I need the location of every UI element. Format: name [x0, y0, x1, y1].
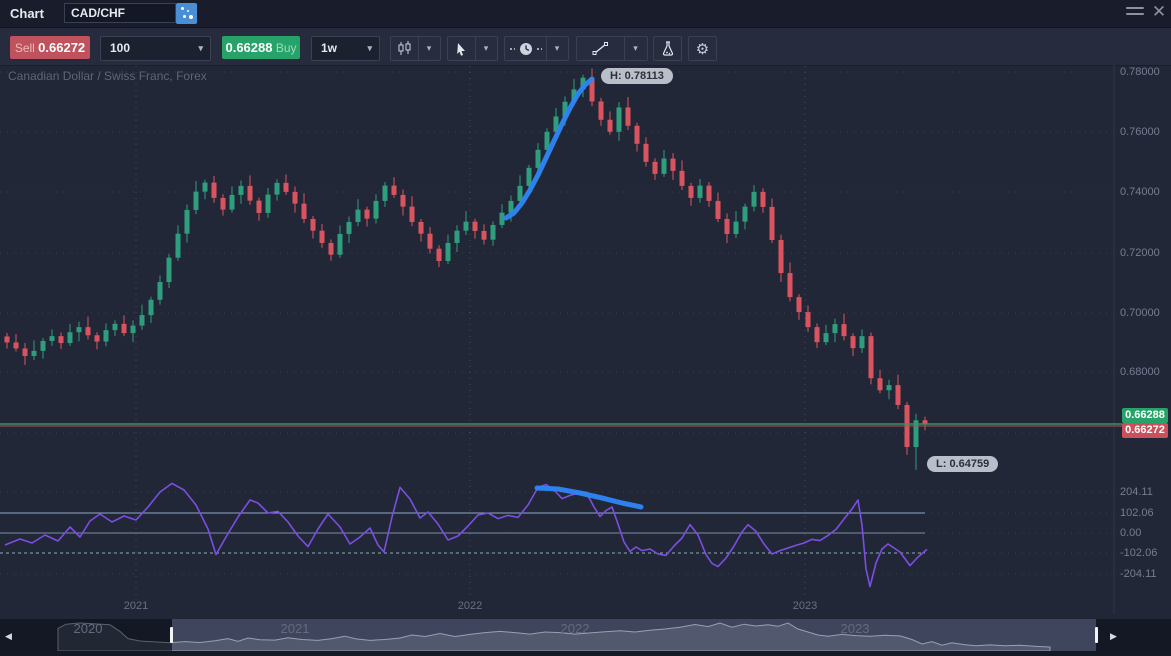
indicator-flask-icon	[654, 37, 681, 60]
ask-price-badge: 0.66288	[1122, 408, 1168, 423]
toolbar: Sell 0.66272 100 ▾ 0.66288 Buy 1w ▾	[0, 28, 1171, 66]
bottom-strip	[0, 651, 1171, 656]
symbol-description: Canadian Dollar / Swiss Franc, Forex	[8, 69, 207, 83]
drawing-caret[interactable]: ▾	[625, 37, 646, 60]
price-tick-label: 0.70000	[1120, 307, 1160, 319]
chevron-down-icon: ▾	[633, 43, 638, 53]
chevron-down-icon: ▾	[426, 43, 432, 53]
quantity-value: 100	[110, 41, 131, 55]
indicator-tick-label: -102.06	[1120, 547, 1158, 559]
sell-label: Sell	[14, 41, 35, 55]
window-title: Chart	[10, 6, 44, 21]
cursor-tool-group: ▾	[447, 36, 498, 61]
title-bar: Chart ✕	[0, 0, 1171, 28]
sell-price: 0.66272	[38, 40, 86, 55]
indicator-tick-label: 204.11	[1120, 486, 1153, 498]
navigator-right-handle[interactable]	[1095, 627, 1098, 643]
time-axis-year-label: 2021	[123, 600, 149, 612]
chart-type-candles-icon[interactable]	[391, 37, 418, 60]
navigator-year-label: 2023	[840, 621, 870, 636]
timeframe-value: 1w	[321, 41, 338, 55]
chevron-down-icon: ▾	[198, 43, 203, 53]
navigator-year-label: 2022	[560, 621, 590, 636]
cursor-caret[interactable]: ▾	[476, 37, 496, 60]
low-price-badge: L: 0.64759	[927, 456, 999, 472]
bid-price-badge: 0.66272	[1122, 423, 1168, 438]
navigator-year-label: 2020	[73, 621, 103, 636]
navigator-year-label: 2021	[280, 621, 310, 636]
quantity-dropdown[interactable]: 100 ▾	[100, 36, 211, 61]
buy-price: 0.66288	[225, 40, 273, 55]
settings-button[interactable]: ⚙	[688, 36, 717, 61]
indicator-tick-label: 0.00	[1120, 527, 1142, 539]
price-tick-label: 0.76000	[1120, 126, 1160, 138]
session-clock-icon[interactable]	[505, 37, 546, 60]
hamburger-icon[interactable]	[1126, 6, 1144, 20]
close-icon[interactable]: ✕	[1151, 2, 1167, 21]
navigator-right-arrow[interactable]: ▶	[1110, 631, 1117, 641]
price-tick-label: 0.74000	[1120, 186, 1160, 198]
price-tick-label: 0.78000	[1120, 66, 1160, 78]
buy-label: Buy	[275, 41, 297, 55]
chevron-down-icon: ▾	[483, 43, 489, 53]
indicator-tick-label: 102.06	[1120, 507, 1154, 519]
price-tick-label: 0.68000	[1120, 366, 1160, 378]
cursor-icon[interactable]	[448, 37, 475, 60]
session-caret[interactable]: ▾	[547, 37, 567, 60]
price-tick-label: 0.72000	[1120, 247, 1160, 259]
settings-gear-icon: ⚙	[695, 40, 710, 58]
compare-symbols-icon[interactable]	[176, 3, 197, 24]
navigator-left-handle[interactable]	[170, 627, 173, 643]
session-tool-group: ▾	[504, 36, 569, 61]
buy-button[interactable]: 0.66288 Buy	[222, 36, 300, 59]
indicator-tick-label: -204.11	[1120, 568, 1157, 580]
time-axis-year-label: 2022	[457, 600, 483, 612]
chevron-down-icon: ▾	[554, 43, 560, 53]
timeframe-dropdown[interactable]: 1w ▾	[311, 36, 380, 61]
indicators-button[interactable]	[653, 36, 682, 61]
chart-type-caret[interactable]: ▾	[419, 37, 439, 60]
symbol-input[interactable]	[64, 3, 176, 23]
chart-type-group: ▾	[390, 36, 441, 61]
chevron-down-icon: ▾	[367, 43, 372, 53]
trend-line-icon[interactable]	[577, 37, 624, 60]
time-axis-year-label: 2023	[792, 600, 818, 612]
sell-button[interactable]: Sell 0.66272	[10, 36, 90, 59]
drawing-tool-group: ▾	[576, 36, 648, 61]
navigator-left-arrow[interactable]: ◀	[5, 631, 12, 641]
high-price-badge: H: 0.78113	[601, 68, 673, 84]
